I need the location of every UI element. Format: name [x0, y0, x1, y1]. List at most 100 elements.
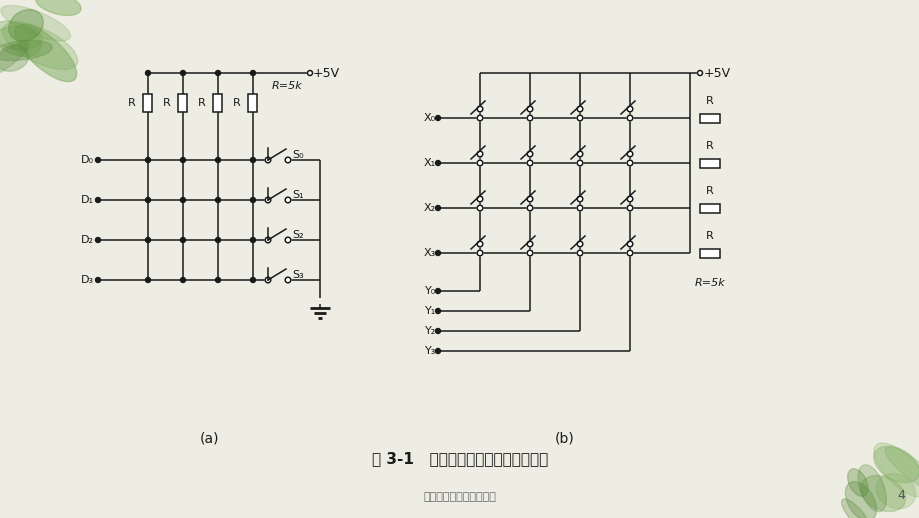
Circle shape [477, 160, 482, 166]
Circle shape [697, 70, 702, 76]
Circle shape [576, 205, 582, 211]
Circle shape [435, 251, 440, 255]
Ellipse shape [859, 476, 904, 512]
Text: R: R [706, 141, 713, 151]
Circle shape [627, 241, 632, 247]
Ellipse shape [0, 45, 28, 71]
Circle shape [435, 161, 440, 165]
Circle shape [576, 241, 582, 247]
Circle shape [527, 250, 532, 256]
Text: (a): (a) [200, 432, 220, 446]
Text: X₃: X₃ [424, 248, 436, 258]
Ellipse shape [857, 465, 885, 512]
Circle shape [477, 106, 482, 112]
Ellipse shape [0, 21, 41, 56]
Circle shape [477, 250, 482, 256]
Circle shape [576, 160, 582, 166]
Ellipse shape [0, 26, 43, 50]
Circle shape [250, 197, 255, 203]
Circle shape [627, 106, 632, 112]
Circle shape [145, 70, 151, 76]
Bar [699, 159, 720, 167]
Circle shape [527, 106, 532, 112]
Circle shape [576, 115, 582, 121]
Circle shape [285, 157, 290, 163]
Circle shape [477, 205, 482, 211]
Text: R=5k: R=5k [272, 81, 302, 91]
Ellipse shape [36, 0, 81, 16]
Ellipse shape [15, 24, 76, 82]
Circle shape [285, 237, 290, 243]
Circle shape [145, 157, 151, 163]
Circle shape [477, 115, 482, 121]
Circle shape [180, 197, 186, 203]
Circle shape [627, 196, 632, 202]
Text: S₃: S₃ [291, 270, 303, 280]
Text: D₃: D₃ [81, 275, 94, 285]
Text: Y₂: Y₂ [425, 326, 436, 336]
Circle shape [215, 157, 221, 163]
Text: R: R [706, 186, 713, 196]
Circle shape [96, 197, 100, 203]
Circle shape [435, 116, 440, 121]
Circle shape [180, 157, 186, 163]
Text: 图 3-1   独立式键盘和矩阵式键盘结构: 图 3-1 独立式键盘和矩阵式键盘结构 [371, 451, 548, 466]
Circle shape [576, 151, 582, 157]
Circle shape [435, 289, 440, 294]
Circle shape [180, 70, 186, 76]
Ellipse shape [873, 443, 919, 497]
Text: X₁: X₁ [424, 158, 436, 168]
Bar [699, 249, 720, 257]
Ellipse shape [8, 9, 43, 41]
Circle shape [527, 115, 532, 121]
Ellipse shape [0, 42, 28, 80]
Circle shape [477, 151, 482, 157]
Text: +5V: +5V [312, 66, 340, 79]
Circle shape [265, 197, 270, 203]
Circle shape [627, 115, 632, 121]
Text: (b): (b) [554, 432, 574, 446]
Text: X₀: X₀ [424, 113, 436, 123]
Text: S₀: S₀ [291, 150, 303, 160]
Circle shape [180, 278, 186, 282]
Circle shape [215, 237, 221, 242]
Circle shape [145, 278, 151, 282]
Text: R: R [198, 98, 206, 108]
Circle shape [250, 278, 255, 282]
Circle shape [96, 237, 100, 242]
Circle shape [527, 241, 532, 247]
Text: Y₃: Y₃ [425, 346, 436, 356]
Bar [213, 94, 222, 112]
Circle shape [576, 196, 582, 202]
Circle shape [145, 237, 151, 242]
Circle shape [627, 151, 632, 157]
Text: R: R [233, 98, 241, 108]
Text: S₂: S₂ [291, 230, 303, 240]
Ellipse shape [875, 473, 914, 509]
Text: R: R [706, 96, 713, 106]
Ellipse shape [1, 5, 71, 41]
Circle shape [96, 278, 100, 282]
Bar [699, 113, 720, 122]
Ellipse shape [3, 22, 78, 69]
Ellipse shape [873, 446, 918, 483]
Bar [143, 94, 153, 112]
Circle shape [265, 277, 270, 283]
Circle shape [527, 196, 532, 202]
Text: Y₀: Y₀ [425, 286, 436, 296]
Bar [699, 204, 720, 212]
Circle shape [215, 197, 221, 203]
Text: Y₁: Y₁ [425, 306, 436, 316]
Text: R: R [706, 231, 713, 241]
Circle shape [627, 160, 632, 166]
Circle shape [285, 197, 290, 203]
Text: D₀: D₀ [81, 155, 94, 165]
Ellipse shape [845, 482, 876, 518]
Circle shape [435, 328, 440, 334]
Text: X₂: X₂ [424, 203, 436, 213]
Text: R=5k: R=5k [694, 278, 724, 288]
Text: +5V: +5V [703, 66, 731, 79]
Ellipse shape [0, 40, 52, 61]
Circle shape [180, 237, 186, 242]
Ellipse shape [841, 499, 869, 518]
